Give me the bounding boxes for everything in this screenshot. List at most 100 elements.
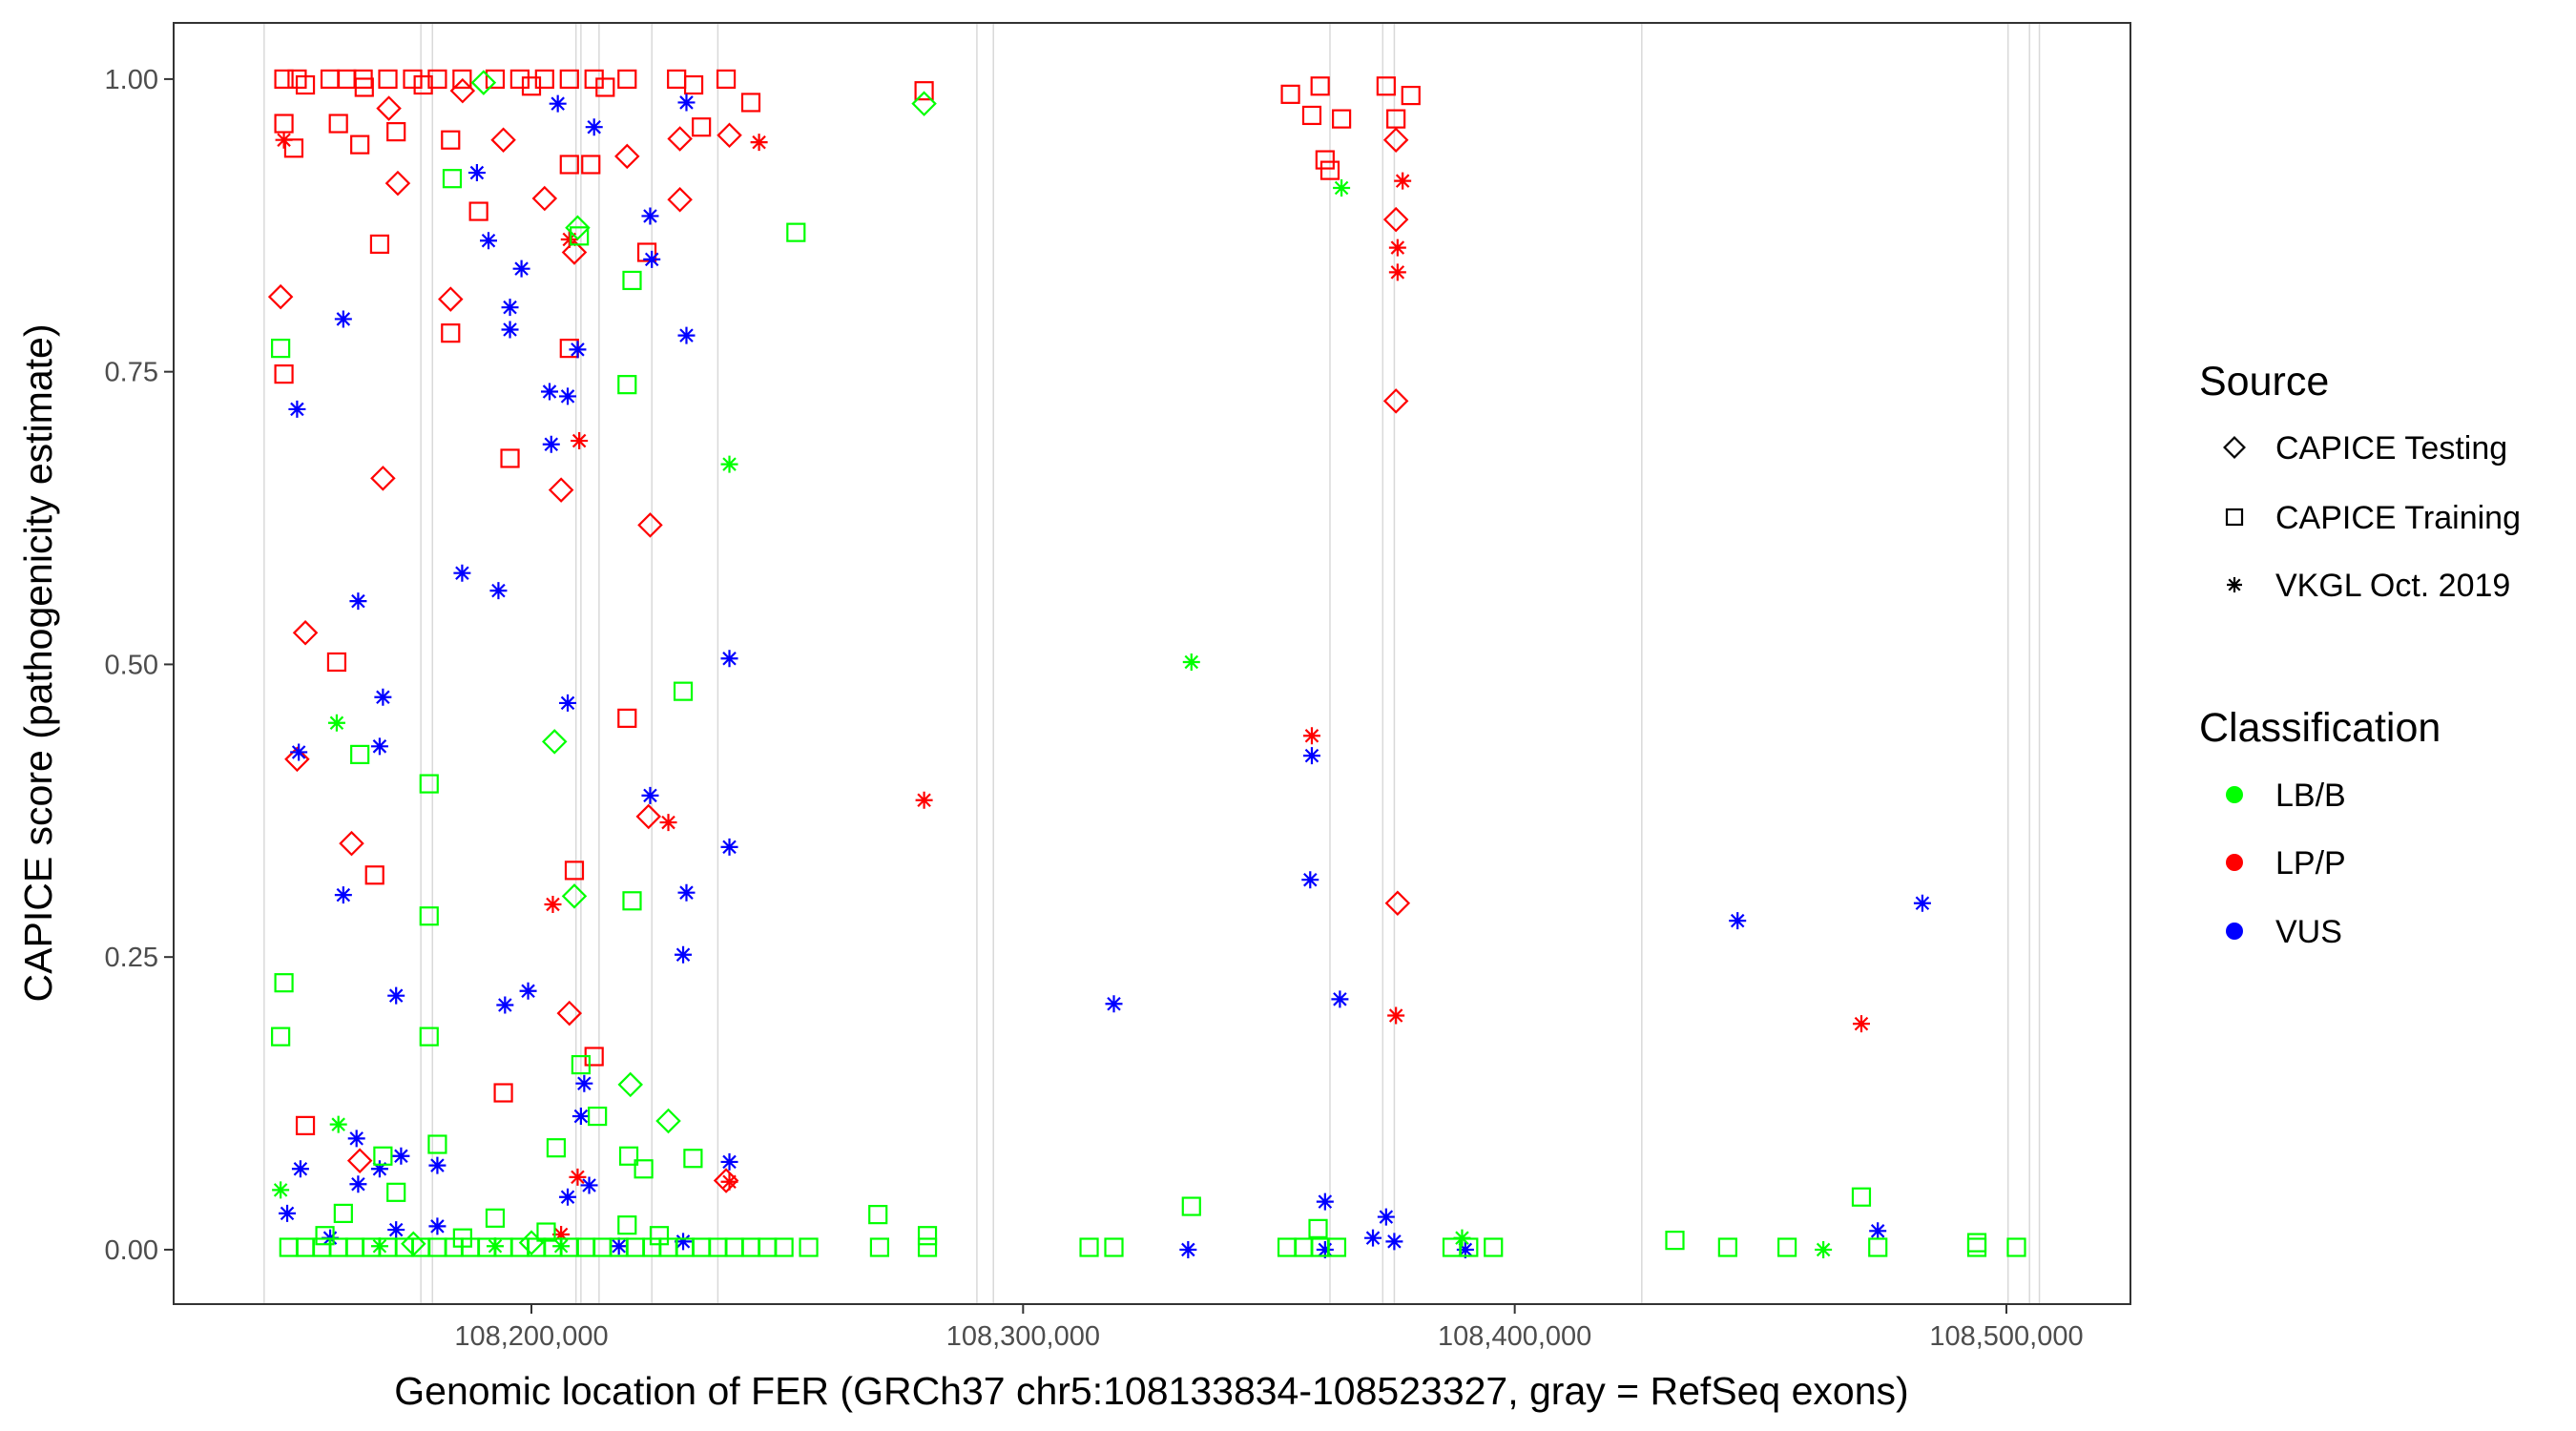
- data-point: [617, 708, 637, 728]
- data-point: [427, 69, 447, 89]
- data-point: [1382, 388, 1409, 414]
- data-point: [720, 1152, 738, 1171]
- data-point: [419, 774, 439, 794]
- y-axis-title: CAPICE score (pathogenicity estimate): [16, 324, 60, 1003]
- data-point: [274, 973, 294, 993]
- data-point: [637, 512, 663, 538]
- data-point: [274, 69, 294, 89]
- data-point: [1387, 1006, 1405, 1025]
- data-point: [480, 232, 498, 250]
- data-point: [485, 1208, 506, 1228]
- data-point: [1104, 1237, 1124, 1257]
- data-point: [595, 77, 615, 97]
- data-point: [1181, 1196, 1201, 1216]
- data-point: [541, 729, 568, 755]
- data-point: [614, 143, 640, 170]
- data-point: [333, 1203, 353, 1224]
- data-point: [643, 250, 661, 268]
- data-point: [588, 1106, 608, 1127]
- data-point: [403, 69, 423, 89]
- data-point: [617, 1071, 643, 1098]
- data-point: [428, 1156, 447, 1174]
- data-point: [452, 1228, 472, 1248]
- data-point: [581, 155, 601, 175]
- data-point: [1332, 109, 1352, 129]
- data-point: [571, 1108, 590, 1126]
- data-point: [716, 69, 737, 89]
- data-point: [571, 1054, 591, 1075]
- data-point: [339, 830, 364, 857]
- legend-label-lpp: LP/P: [2275, 845, 2346, 881]
- data-point: [1319, 160, 1340, 180]
- data-point: [565, 215, 591, 240]
- y-tick-label: 0.75: [105, 358, 158, 388]
- data-point: [677, 326, 696, 344]
- data-point: [570, 226, 590, 246]
- legend-key-asterisk-icon: [2227, 577, 2242, 592]
- data-point: [1302, 747, 1320, 765]
- data-point: [486, 1237, 504, 1255]
- data-point: [548, 477, 574, 503]
- data-point: [292, 620, 319, 646]
- data-point: [452, 69, 472, 89]
- data-point: [1301, 871, 1319, 889]
- data-point: [1316, 1240, 1334, 1258]
- data-point: [1776, 1237, 1797, 1257]
- data-point: [328, 114, 348, 134]
- data-point: [290, 743, 308, 761]
- data-point: [677, 93, 696, 112]
- data-point: [384, 170, 411, 197]
- data-point: [386, 1182, 406, 1202]
- data-point: [717, 122, 742, 149]
- data-point: [1280, 84, 1300, 104]
- data-point: [346, 1148, 373, 1173]
- data-point: [569, 1168, 587, 1186]
- data-point: [1852, 1015, 1870, 1033]
- data-point: [559, 387, 577, 405]
- data-point: [2006, 1237, 2026, 1257]
- x-tick-label: 108,400,000: [1438, 1321, 1591, 1352]
- legend-label-vus: VUS: [2275, 914, 2342, 950]
- data-point: [1815, 1240, 1833, 1258]
- data-point: [334, 310, 352, 328]
- data-point: [677, 883, 696, 902]
- legend-label-capice-training: CAPICE Training: [2275, 500, 2521, 536]
- data-point: [750, 134, 768, 152]
- data-point: [1179, 1240, 1197, 1258]
- data-point: [556, 1000, 583, 1027]
- data-point: [635, 803, 662, 830]
- data-point: [580, 1176, 598, 1194]
- data-point: [1105, 995, 1123, 1013]
- data-point: [659, 814, 677, 832]
- data-point: [295, 1115, 316, 1135]
- legend-source-title: Source: [2199, 359, 2329, 404]
- data-point: [441, 130, 461, 150]
- data-point: [373, 1146, 393, 1166]
- data-point: [387, 1221, 405, 1239]
- data-point: [549, 94, 567, 113]
- data-point: [370, 737, 388, 756]
- data-point: [1388, 238, 1406, 257]
- data-point: [1326, 1237, 1347, 1257]
- data-point: [641, 207, 659, 225]
- data-point: [441, 323, 461, 343]
- data-point: [501, 321, 519, 339]
- data-point: [1966, 1233, 1987, 1253]
- data-point: [386, 122, 406, 142]
- data-point: [720, 650, 738, 668]
- data-point: [496, 996, 514, 1014]
- data-point: [799, 1237, 819, 1257]
- y-axis: 0.00 0.25 0.50 0.75 1.00: [105, 65, 174, 1266]
- data-point: [585, 118, 603, 136]
- data-point: [1182, 653, 1200, 671]
- legend-key-dot-icon: [2226, 854, 2243, 871]
- data-point: [536, 1222, 556, 1242]
- data-point: [284, 746, 310, 773]
- data-point: [675, 945, 693, 964]
- data-point: [349, 592, 367, 611]
- data-point: [271, 339, 291, 359]
- data-point: [917, 1226, 938, 1246]
- legend: Source CAPICE Testing CAPICE Training VK…: [2199, 359, 2521, 950]
- data-point: [552, 1237, 571, 1255]
